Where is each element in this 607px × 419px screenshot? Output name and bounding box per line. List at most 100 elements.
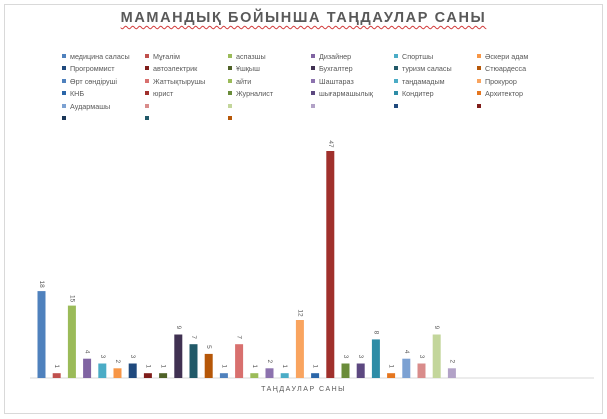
legend-label: автоэлектрик <box>153 64 198 74</box>
bar <box>128 363 137 378</box>
bar <box>159 373 168 378</box>
bar-data-label: 3 <box>129 355 136 359</box>
legend-item <box>228 114 236 124</box>
bar <box>432 334 441 378</box>
chart-title: МАМАНДЫҚ БОЙЫНША ТАҢДАУЛАР САНЫ <box>120 10 487 26</box>
legend-swatch <box>477 54 481 59</box>
bar <box>356 363 365 378</box>
legend-label: Стюардесса <box>485 64 527 74</box>
legend-swatch <box>394 91 398 96</box>
bar <box>189 344 198 378</box>
legend-swatch <box>145 66 149 71</box>
legend-label: Кондитер <box>402 89 434 99</box>
legend-item: Кондитер <box>394 89 434 99</box>
legend-item: Стюардесса <box>477 64 526 74</box>
bar <box>280 373 289 378</box>
legend-label: таңдамадым <box>402 76 445 86</box>
bar <box>113 368 122 378</box>
legend-swatch <box>228 66 232 71</box>
legend-label: айти <box>236 76 252 86</box>
legend-item: юрист <box>145 89 173 99</box>
legend-item: шығармашылық <box>311 89 373 99</box>
legend-item: айти <box>228 77 251 87</box>
legend-item <box>145 102 153 112</box>
legend-swatch <box>311 103 315 108</box>
legend-item: медицина саласы <box>62 52 130 62</box>
legend-swatch <box>477 66 481 71</box>
legend-label: Аудармашы <box>70 101 111 111</box>
bar-data-label: 47 <box>327 140 334 148</box>
bar-data-label: 1 <box>220 364 227 368</box>
bar <box>311 373 320 378</box>
bar <box>67 305 76 378</box>
legend-item: Журналист <box>228 89 273 99</box>
x-axis-title: ТАҢДАУЛАР САНЫ <box>261 386 346 393</box>
legend-item: автоэлектрик <box>145 64 197 74</box>
legend-item: Прокурор <box>477 77 517 87</box>
legend-label: юрист <box>153 89 174 99</box>
legend-swatch <box>228 91 232 96</box>
legend-swatch <box>62 103 66 108</box>
legend-label: КНБ <box>70 89 85 99</box>
bar-data-label: 8 <box>372 331 379 335</box>
bar-data-label: 9 <box>433 326 440 330</box>
bar-data-label: 7 <box>190 335 197 339</box>
bar-data-label: 3 <box>342 355 349 359</box>
bar-data-label: 1 <box>312 364 319 368</box>
legend-swatch <box>477 91 481 96</box>
legend-label: медицина саласы <box>70 52 130 61</box>
bar <box>52 373 61 378</box>
legend-swatch <box>62 54 66 59</box>
bar <box>204 353 213 378</box>
bar-data-label: 3 <box>99 355 106 359</box>
bar-data-label: 2 <box>266 359 273 363</box>
bar <box>174 334 183 378</box>
legend-item <box>477 102 485 112</box>
bar <box>417 363 426 378</box>
bar <box>371 339 380 378</box>
legend-item: Әскери адам <box>477 52 528 62</box>
legend-item: Өрт сөндіруші <box>62 77 117 87</box>
legend-item <box>62 114 70 124</box>
legend-label: шығармашылық <box>319 89 373 99</box>
legend-swatch <box>62 66 66 71</box>
bar <box>83 358 92 378</box>
legend-item: Архитектор <box>477 89 523 99</box>
bar-data-label: 1 <box>281 364 288 368</box>
legend-item <box>394 102 402 112</box>
legend-label: Ұшқыш <box>236 64 260 74</box>
bar <box>326 151 335 378</box>
legend-swatch <box>62 78 66 83</box>
bar <box>447 368 456 378</box>
bar-data-label: 2 <box>114 359 121 363</box>
legend-label: Әскери адам <box>485 52 529 61</box>
legend-swatch <box>394 103 398 108</box>
bar-data-label: 15 <box>68 295 75 303</box>
bar-data-label: 12 <box>296 309 303 317</box>
legend-swatch <box>394 54 398 59</box>
legend-label: аспазшы <box>236 52 266 61</box>
bar <box>265 368 274 378</box>
legend-swatch <box>145 78 149 83</box>
legend-item <box>311 102 319 112</box>
legend-item: Ұшқыш <box>228 64 260 74</box>
bar-data-label: 9 <box>175 326 182 330</box>
legend-swatch <box>145 91 149 96</box>
legend-label: Шаштараз <box>319 76 354 86</box>
bar <box>402 358 411 378</box>
legend-item: Мұғалім <box>145 52 180 62</box>
legend-swatch <box>145 116 149 121</box>
legend-label: Жаттықтырушы <box>153 76 206 86</box>
legend-item: Дизайнер <box>311 52 351 62</box>
legend-label: Бухгалтер <box>319 64 353 74</box>
bar <box>295 320 304 378</box>
bar-data-label: 1 <box>251 364 258 368</box>
bar <box>219 373 228 378</box>
legend-swatch <box>311 66 315 71</box>
legend-item: Бухгалтер <box>311 64 353 74</box>
legend-swatch <box>477 78 481 83</box>
legend-swatch <box>311 54 315 59</box>
legend-item: Прогроммист <box>62 64 115 74</box>
legend-swatch <box>228 116 232 121</box>
legend-item: КНБ <box>62 89 84 99</box>
